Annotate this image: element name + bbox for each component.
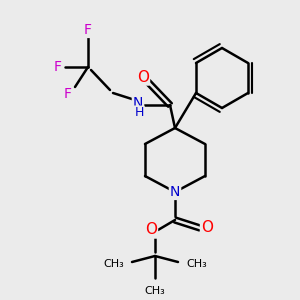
Text: N: N [133, 96, 143, 110]
Text: N: N [170, 185, 180, 199]
Text: F: F [54, 60, 62, 74]
Text: CH₃: CH₃ [186, 259, 207, 269]
Text: O: O [145, 223, 157, 238]
Text: CH₃: CH₃ [103, 259, 124, 269]
Text: H: H [134, 106, 144, 119]
Text: F: F [84, 23, 92, 37]
Text: CH₃: CH₃ [145, 286, 165, 296]
Text: O: O [201, 220, 213, 236]
Text: O: O [137, 70, 149, 85]
Text: F: F [64, 87, 72, 101]
